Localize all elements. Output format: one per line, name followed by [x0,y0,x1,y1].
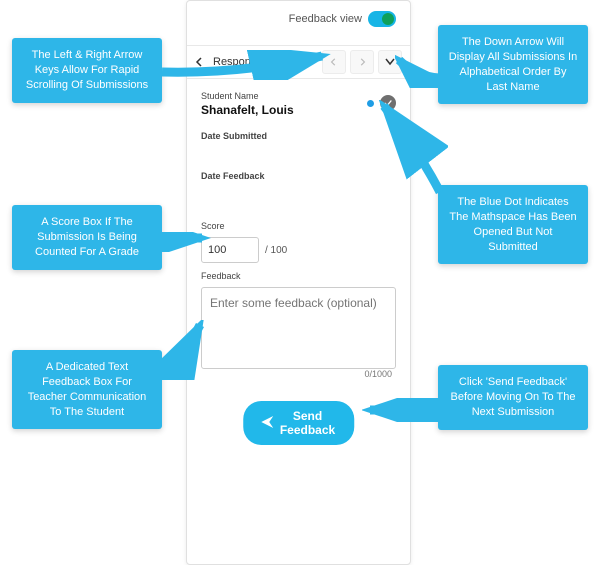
feedback-view-toggle[interactable] [368,11,396,27]
status-check-icon [380,95,396,111]
opened-not-submitted-dot-icon [367,100,374,107]
prev-response-button[interactable] [322,50,346,74]
send-feedback-label: Send Feedback [279,409,337,437]
next-response-button[interactable] [350,50,374,74]
date-feedback-section: Date Feedback [201,171,396,181]
response-nav-row: Response 1 / 1 [187,45,410,79]
feedback-view-row: Feedback view [289,11,396,27]
score-section: Score / 100 [201,221,396,263]
callout-blue-dot: The Blue Dot Indicates The Mathspace Has… [438,185,588,264]
send-feedback-button[interactable]: Send Feedback [243,401,355,445]
dropdown-submissions-button[interactable] [378,50,402,74]
feedback-label: Feedback [201,271,396,281]
send-icon [261,416,273,431]
response-counter-label: Response 1 / 1 [213,56,320,68]
feedback-char-counter: 0/1000 [364,369,392,379]
callout-arrow-keys: The Left & Right Arrow Keys Allow For Ra… [12,38,162,103]
feedback-panel: Feedback view Response 1 / 1 Student Nam… [186,0,411,565]
feedback-textarea[interactable] [201,287,396,369]
status-row [367,95,396,111]
callout-send: Click 'Send Feedback' Before Moving On T… [438,365,588,430]
back-chevron-icon[interactable] [193,55,207,69]
feedback-section: Feedback [201,271,396,374]
score-label: Score [201,221,396,231]
date-feedback-label: Date Feedback [201,171,396,181]
date-submitted-label: Date Submitted [201,131,396,141]
callout-dropdown: The Down Arrow Will Display All Submissi… [438,25,588,104]
callout-score-box: A Score Box If The Submission Is Being C… [12,205,162,270]
score-out-of: / 100 [265,245,287,256]
feedback-view-label: Feedback view [289,13,362,25]
callout-feedback-box: A Dedicated Text Feedback Box For Teache… [12,350,162,429]
date-submitted-section: Date Submitted [201,131,396,141]
score-input[interactable] [201,237,259,263]
